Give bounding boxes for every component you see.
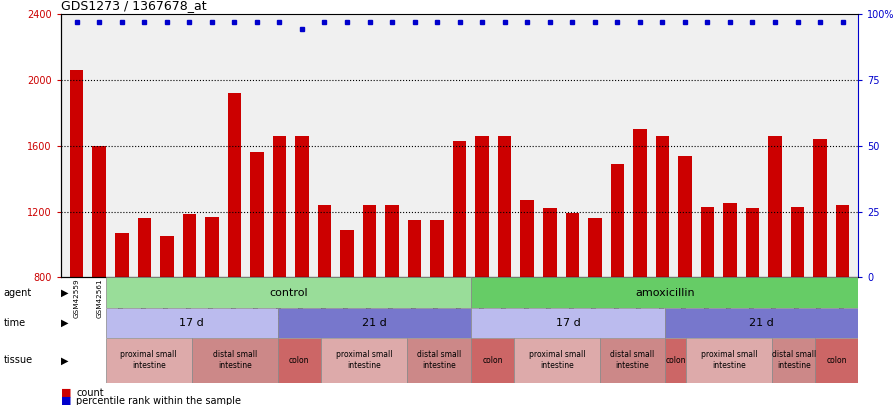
Bar	[205, 217, 219, 277]
Bar	[476, 136, 489, 277]
Text: 17 d: 17 d	[179, 318, 204, 328]
Bar	[665, 338, 686, 383]
Bar	[772, 338, 815, 383]
Bar	[665, 308, 858, 338]
Text: distal small
intestine: distal small intestine	[212, 350, 257, 371]
Bar	[430, 220, 444, 277]
Text: proximal small
intestine: proximal small intestine	[529, 350, 586, 371]
Text: distal small
intestine: distal small intestine	[771, 350, 816, 371]
Text: colon: colon	[289, 356, 309, 365]
Bar	[385, 205, 399, 277]
Bar	[521, 200, 534, 277]
Bar	[836, 205, 849, 277]
Text: ▶: ▶	[61, 356, 68, 365]
Bar	[106, 308, 278, 338]
Text: distal small
intestine: distal small intestine	[417, 350, 461, 371]
Bar	[452, 141, 467, 277]
Bar	[70, 70, 83, 277]
Bar	[321, 338, 407, 383]
Bar	[250, 152, 263, 277]
Text: proximal small
intestine: proximal small intestine	[120, 350, 177, 371]
Bar	[701, 207, 714, 277]
Bar	[815, 338, 858, 383]
Bar	[92, 146, 106, 277]
Bar	[272, 136, 286, 277]
Bar	[192, 338, 278, 383]
Text: ▶: ▶	[61, 318, 68, 328]
Bar	[610, 164, 625, 277]
Text: proximal small
intestine: proximal small intestine	[701, 350, 758, 371]
Bar	[588, 218, 601, 277]
Text: ▶: ▶	[61, 288, 68, 298]
Bar	[471, 277, 858, 308]
Bar	[543, 208, 556, 277]
Text: percentile rank within the sample: percentile rank within the sample	[76, 396, 241, 405]
Bar	[678, 156, 692, 277]
Bar	[498, 136, 512, 277]
Bar	[745, 208, 759, 277]
Bar	[278, 338, 321, 383]
Bar	[278, 308, 471, 338]
Bar	[363, 205, 376, 277]
Bar	[228, 93, 241, 277]
Text: amoxicillin: amoxicillin	[635, 288, 694, 298]
Bar	[791, 207, 805, 277]
Bar	[633, 129, 647, 277]
Text: 17 d: 17 d	[556, 318, 581, 328]
Bar	[686, 338, 772, 383]
Text: time: time	[4, 318, 26, 328]
Bar	[183, 214, 196, 277]
Text: GDS1273 / 1367678_at: GDS1273 / 1367678_at	[61, 0, 207, 12]
Text: control: control	[269, 288, 308, 298]
Bar	[408, 220, 421, 277]
Text: ■: ■	[61, 396, 72, 405]
Bar	[106, 277, 471, 308]
Bar	[814, 139, 827, 277]
Bar	[656, 136, 669, 277]
Text: 21 d: 21 d	[749, 318, 774, 328]
Text: count: count	[76, 388, 104, 398]
Bar	[318, 205, 332, 277]
Bar	[723, 203, 737, 277]
Bar	[295, 136, 309, 277]
Bar	[106, 338, 192, 383]
Bar	[137, 218, 151, 277]
Bar	[340, 230, 354, 277]
Text: 21 d: 21 d	[362, 318, 387, 328]
Text: colon: colon	[666, 356, 685, 365]
Bar	[565, 213, 579, 277]
Text: agent: agent	[4, 288, 32, 298]
Bar	[160, 236, 174, 277]
Text: colon: colon	[827, 356, 847, 365]
Text: tissue: tissue	[4, 356, 33, 365]
Text: colon: colon	[483, 356, 503, 365]
Bar	[768, 136, 782, 277]
Bar	[115, 233, 128, 277]
Text: proximal small
intestine: proximal small intestine	[335, 350, 392, 371]
Bar	[407, 338, 471, 383]
Bar	[471, 308, 665, 338]
Bar	[514, 338, 600, 383]
Text: ■: ■	[61, 388, 72, 398]
Bar	[471, 338, 514, 383]
Text: distal small
intestine: distal small intestine	[610, 350, 655, 371]
Bar	[600, 338, 665, 383]
